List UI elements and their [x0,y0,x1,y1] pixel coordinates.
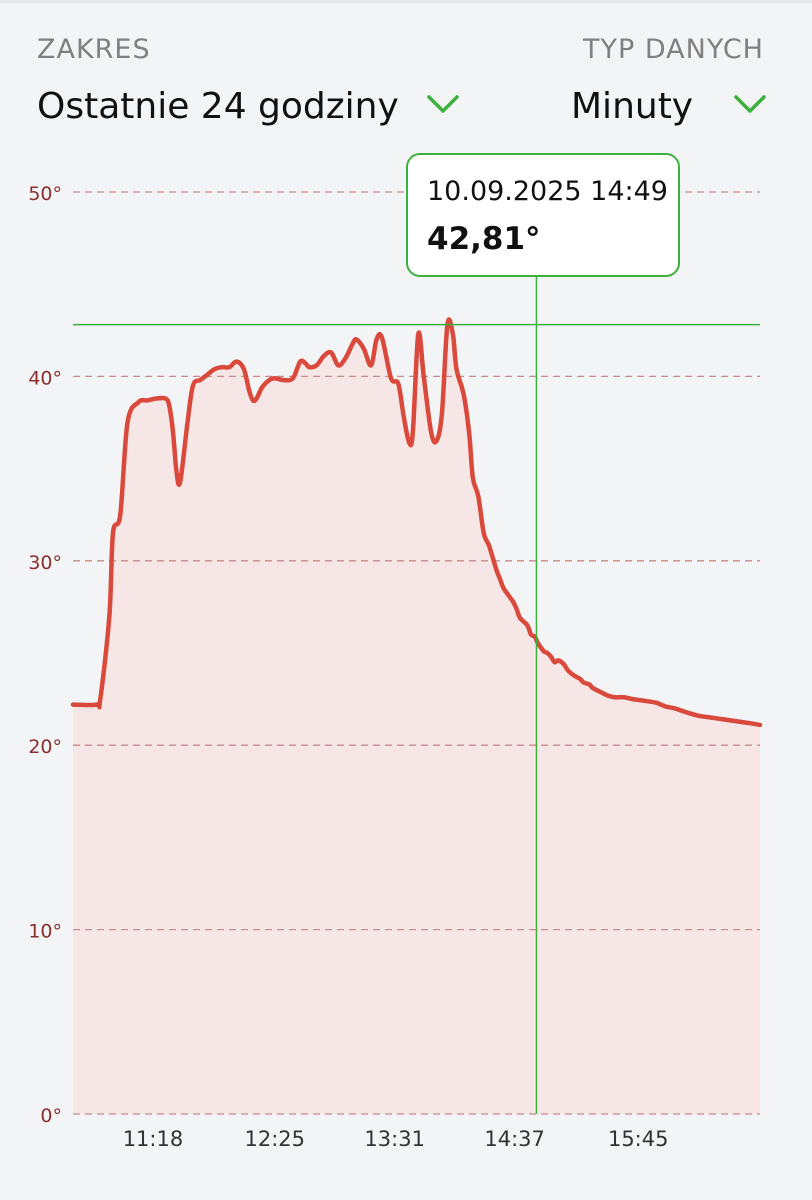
x-tick-label: 14:37 [484,1127,545,1151]
x-tick-label: 11:18 [123,1127,184,1151]
chart-tooltip: 10.09.2025 14:49 42,81° [406,153,680,277]
y-tick-label: 30° [28,552,62,574]
data-type-caption: TYP DANYCH [582,34,764,65]
chevron-down-icon[interactable] [426,92,460,116]
range-caption: ZAKRES [37,34,151,65]
x-tick-label: 12:25 [244,1127,305,1151]
y-tick-label: 0° [40,1105,62,1127]
tooltip-date: 10.09.2025 14:49 [427,176,668,207]
y-tick-label: 50° [28,183,62,205]
x-tick-label: 15:45 [608,1127,669,1151]
x-tick-label: 13:31 [364,1127,425,1151]
top-divider [0,0,812,3]
y-tick-label: 40° [28,367,62,389]
chevron-down-icon[interactable] [733,92,767,116]
chart-area-fill [73,319,760,1114]
tooltip-value: 42,81° [427,221,541,257]
data-type-dropdown-value[interactable]: Minuty [571,86,694,127]
range-dropdown-value[interactable]: Ostatnie 24 godziny [37,86,399,127]
y-tick-label: 20° [28,736,62,758]
series-line [70,317,763,728]
y-tick-label: 10° [28,921,62,943]
